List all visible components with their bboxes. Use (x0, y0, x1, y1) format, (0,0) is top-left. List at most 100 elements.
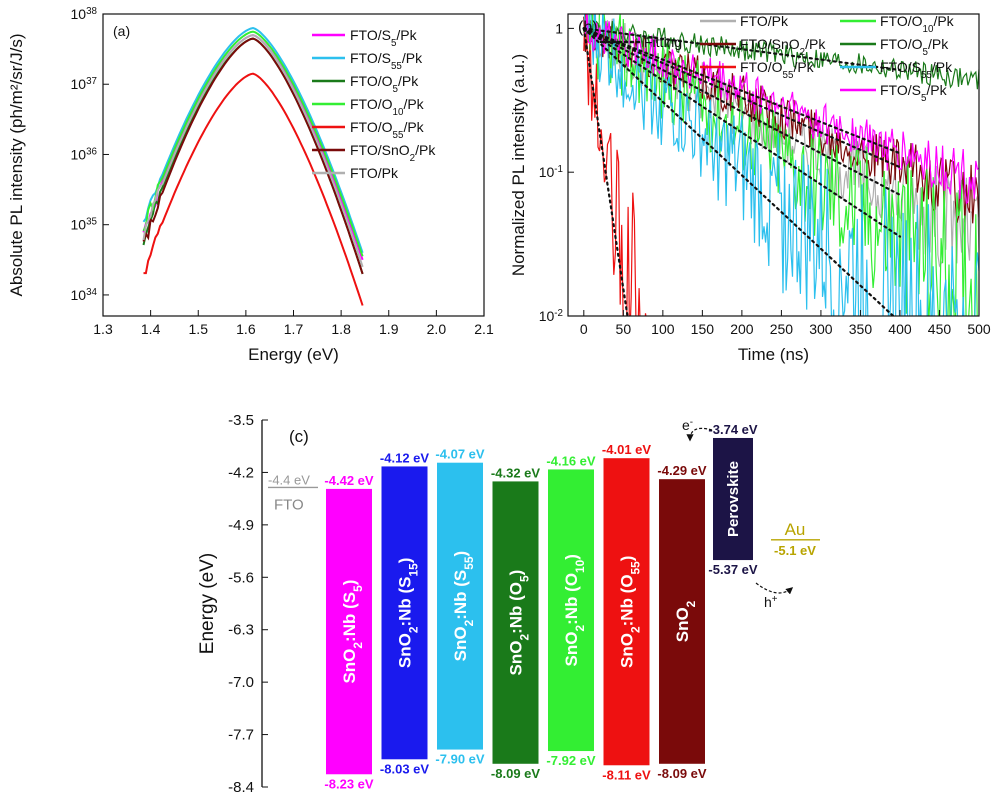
text-part: FTO/S (880, 82, 921, 98)
text-part: FTO/Pk (350, 165, 399, 181)
text-part: 10 (71, 6, 87, 22)
text-part: FTO/O (350, 96, 393, 112)
text-part: e (682, 417, 690, 433)
vb-value-1: -8.03 eV (380, 761, 429, 776)
text-part: FTO/O (880, 36, 923, 52)
text-part: SnO (507, 641, 526, 676)
y-tick-label-c: -8.4 (228, 779, 254, 796)
text-part: 10 (393, 107, 404, 118)
x-tick-label-b: 200 (730, 321, 754, 337)
y-tick-label-b: 1 (555, 20, 563, 36)
text-part: SnO (451, 626, 470, 661)
legend-label-b: FTO/Pk (740, 13, 789, 29)
text-part: /Pk (402, 50, 423, 66)
text-part: 55 (921, 70, 932, 81)
x-tick-label-a: 1.3 (93, 321, 113, 337)
text-part: 34 (86, 286, 97, 297)
y-axis-label-a: Absolute PL intensity (ph/m²/sr/J/s) (7, 34, 26, 297)
text-part: -1 (554, 164, 563, 175)
text-part: 5 (351, 585, 365, 592)
band-bar-label-5: SnO2:Nb (O55) (618, 556, 643, 668)
perovskite-label: Perovskite (725, 461, 742, 537)
x-tick-label-b: 350 (849, 321, 873, 337)
band-bar-label-6: SnO2 (673, 600, 698, 642)
text-part: 37 (86, 76, 97, 87)
text-part: /Pk (415, 142, 436, 158)
y-tick-label-c: -4.9 (228, 517, 254, 534)
panel-b: 0 50 100 150 200 250 300 350 400 450 500110-110-2(… (509, 13, 991, 364)
text-part: /Pk (403, 96, 424, 112)
text-part: 55 (629, 561, 643, 575)
decay-line-4 (583, 20, 979, 90)
panel-label-c: (c) (289, 427, 309, 446)
text-part: /Pk (933, 13, 954, 29)
text-part: 55 (391, 61, 402, 72)
text-part: 5 (923, 47, 929, 58)
fit-line-1 (582, 27, 902, 169)
text-part: h (764, 594, 772, 610)
text-part: 2 (684, 600, 698, 607)
x-tick-label-a: 1.7 (284, 321, 304, 337)
text-part: 10 (573, 559, 587, 573)
band-bar-label-2: SnO2:Nb (S55) (451, 551, 476, 662)
fit-line-0 (582, 27, 902, 196)
text-part: 10 (71, 146, 87, 162)
text-part: :Nb (S (340, 592, 359, 642)
text-part: ) (618, 556, 637, 562)
text-part: /Pk (928, 36, 949, 52)
text-part: ) (451, 551, 470, 557)
spectrum-line-5 (142, 37, 364, 275)
vb-value-2: -7.90 eV (435, 752, 484, 767)
text-part: FTO/O (350, 73, 393, 89)
y-tick-label-a: 1038 (71, 6, 98, 23)
text-part: FTO/O (880, 13, 923, 29)
text-part: SnO (562, 631, 581, 666)
text-part: FTO/SnO (740, 36, 800, 52)
y-axis-label-c: Energy (eV) (197, 553, 218, 654)
text-part: - (690, 417, 693, 428)
text-part: /Pk (403, 119, 424, 135)
text-part: 2 (518, 634, 532, 641)
x-tick-label-b: 150 (691, 321, 715, 337)
text-part: FTO/O (740, 59, 783, 75)
band-bar-5 (603, 458, 650, 766)
legend-label-a: FTO/O10/Pk (350, 96, 425, 118)
cb-value-5: -4.01 eV (602, 442, 651, 457)
panel-label-a: (a) (113, 23, 130, 39)
spectrum-line-6 (142, 34, 364, 268)
x-tick-label-b: 300 (809, 321, 833, 337)
fit-line-3 (582, 27, 902, 238)
text-part: FTO/S (350, 50, 391, 66)
text-part: ) (396, 558, 415, 564)
text-part: 2 (462, 619, 476, 626)
legend-label-a: FTO/S55/Pk (350, 50, 423, 72)
legend-label-b: FTO/S55/Pk (880, 59, 953, 81)
fit-line-6 (582, 27, 902, 155)
x-tick-label-b: 0 (580, 321, 588, 337)
text-part: 1 (555, 20, 563, 36)
vb-value-3: -8.09 eV (491, 766, 540, 781)
text-part: FTO/SnO (350, 142, 410, 158)
text-part: 2 (407, 626, 421, 633)
legend-label-b: FTO/O5/Pk (880, 36, 949, 58)
x-tick-label-a: 1.9 (379, 321, 399, 337)
legend-label-a: FTO/SnO2/Pk (350, 142, 436, 164)
cb-value-4: -4.16 eV (546, 453, 595, 468)
band-bar-label-0: SnO2:Nb (S5) (340, 580, 365, 684)
y-tick-label-a: 1037 (71, 76, 97, 93)
y-tick-label-c: -6.3 (228, 622, 254, 639)
text-part: 10 (71, 217, 87, 233)
text-part: FTO/S (350, 27, 391, 43)
panel-a: 1.3 1.4 1.5 1.6 1.7 1.8 1.9 2.0 2.11034103510361… (7, 6, 494, 365)
panel-c: -3.5 -4.2 -4.9 -5.6 -6.3 -7.0 -7.7 -8.4 Energy (… (197, 412, 820, 796)
text-part: 5 (391, 38, 397, 49)
x-tick-label-b: 50 (616, 321, 632, 337)
text-part: /Pk (396, 27, 417, 43)
text-part: 2 (629, 626, 643, 633)
band-bar-1 (381, 466, 428, 760)
legend-label-b: FTO/S5/Pk (880, 82, 948, 104)
text-part: 2 (573, 624, 587, 631)
x-tick-label-b: 500 (967, 321, 991, 337)
y-tick-label-c: -5.6 (228, 569, 254, 586)
